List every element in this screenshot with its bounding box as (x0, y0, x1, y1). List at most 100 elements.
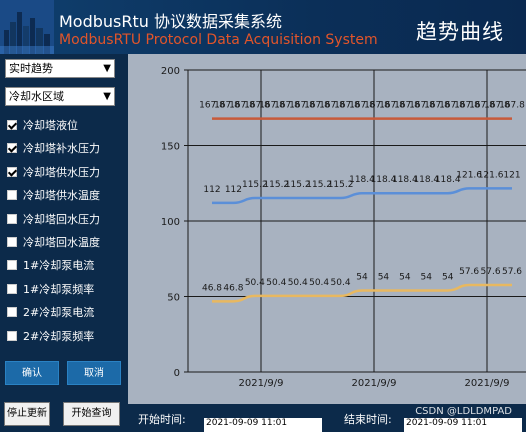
data-label: 118.4 (392, 175, 418, 185)
watermark: CSDN @LDLDMPAD (415, 406, 512, 417)
data-label: 167.8 (499, 101, 525, 111)
checkbox[interactable] (7, 237, 17, 247)
trend-chart: 0 50 100 150 200 2021/9/9 2021/9/9 2021/9/9 167.… (128, 54, 526, 404)
data-label: 118.4 (435, 175, 461, 185)
data-label: 54 (421, 272, 433, 282)
chevron-down-icon: ▼ (103, 63, 111, 74)
end-time-input[interactable]: 2021-09-09 11:01 (404, 418, 522, 432)
data-label: 115.2 (285, 180, 311, 190)
checkbox-label: 1#冷却泵电流 (23, 259, 95, 273)
checkbox[interactable] (7, 166, 17, 177)
checkbox[interactable] (7, 260, 17, 271)
checkbox-row[interactable]: 冷却塔液位 (7, 116, 78, 134)
checkbox-label: 2#冷却泵频率 (23, 329, 95, 343)
data-label: 167.8 (199, 101, 225, 111)
data-label: 54 (442, 272, 454, 282)
checkbox[interactable] (7, 283, 17, 294)
data-label: 50.4 (266, 278, 286, 288)
confirm-button[interactable]: 确认 (5, 361, 59, 385)
data-label: 167.8 (214, 101, 240, 111)
city-skyline-icon (0, 0, 54, 54)
checkbox-label: 冷却塔补水压力 (23, 142, 100, 156)
checkbox-label: 冷却塔回水温度 (23, 236, 100, 249)
data-label: 115.2 (306, 180, 332, 190)
data-label: 167.8 (349, 101, 375, 111)
checkbox-row[interactable]: 1#冷却泵频率 (7, 280, 94, 298)
checkbox-row[interactable]: 冷却塔回水压力 (7, 210, 100, 228)
data-label: 54 (378, 272, 390, 282)
data-label: 57.6 (459, 267, 479, 277)
data-label: 118.4 (349, 175, 375, 185)
y-tick-label: 0 (174, 368, 180, 379)
checkbox-label: 冷却塔供水温度 (23, 189, 100, 203)
checkbox-label: 冷却塔回水压力 (23, 212, 100, 226)
logo-image (0, 0, 54, 54)
data-label: 57.6 (481, 267, 501, 277)
end-time-label: 结束时间: (344, 413, 392, 426)
sidebar: 实时趋势 ▼ 冷却水区域 ▼ 冷却塔液位冷却塔补水压力 冷却塔供水压力 冷却塔供水温… (0, 54, 128, 426)
trend-mode-select[interactable]: 实时趋势 ▼ (5, 59, 115, 78)
checkbox-label: 冷却塔液位 (23, 119, 78, 132)
data-label: 46.8 (223, 283, 243, 293)
x-tick-label: 2021/9/9 (239, 378, 284, 389)
series-line (212, 187, 512, 205)
data-label: 121 (503, 170, 520, 180)
cancel-button[interactable]: 取消 (67, 361, 121, 385)
checkbox-row[interactable]: 冷却塔补水压力 (7, 139, 100, 157)
data-label: 50.4 (331, 278, 351, 288)
checkbox-row[interactable]: 2#冷却泵电流 (7, 303, 94, 321)
area-value: 冷却水区域 (9, 90, 64, 103)
checkbox-row[interactable]: 冷却塔回水温度 (7, 233, 100, 251)
data-label: 167.8 (289, 101, 315, 111)
page-title: 趋势曲线 (416, 20, 504, 44)
data-label: 167.8 (229, 101, 255, 111)
data-label: 167.8 (439, 101, 465, 111)
series-line (211, 283, 512, 303)
data-label: 112 (225, 185, 242, 195)
data-label: 57.6 (502, 267, 522, 277)
app-subtitle: ModbusRTU Protocol Data Acquisition Syst… (59, 32, 378, 48)
start-time-label: 开始时间: (138, 413, 186, 426)
stop-update-button[interactable]: 停止更新 (4, 402, 50, 426)
start-query-button[interactable]: 开始查询 (63, 402, 120, 426)
data-label: 54 (399, 272, 411, 282)
data-label: 50.4 (288, 278, 308, 288)
data-label: 167.8 (484, 101, 510, 111)
checkbox[interactable] (7, 307, 17, 318)
checkbox[interactable] (7, 143, 17, 154)
x-tick-label: 2021/9/9 (352, 378, 397, 389)
trend-chart-svg: 0 50 100 150 200 2021/9/9 2021/9/9 2021/9/9 167.… (161, 66, 526, 389)
checkbox-row[interactable]: 1#冷却泵电流 (7, 256, 94, 274)
data-label: 167.8 (364, 101, 390, 111)
y-tick-label: 150 (161, 142, 180, 153)
checkbox-row[interactable]: 2#冷却泵频率 (7, 327, 94, 345)
y-tick-label: 50 (167, 293, 180, 304)
checkbox[interactable] (7, 330, 17, 341)
data-label: 118.4 (371, 175, 397, 185)
data-label: 54 (356, 272, 368, 282)
x-tick-label: 2021/9/9 (465, 378, 510, 389)
data-label: 115.2 (242, 180, 268, 190)
data-label: 167.8 (334, 101, 360, 111)
data-label: 167.8 (454, 101, 480, 111)
y-tick-label: 100 (161, 217, 180, 228)
data-label: 121.6 (456, 170, 482, 180)
checkbox[interactable] (7, 120, 17, 130)
area-select[interactable]: 冷却水区域 ▼ (5, 87, 115, 106)
data-label: 50.4 (245, 278, 265, 288)
trend-mode-value: 实时趋势 (9, 62, 53, 75)
checkbox[interactable] (7, 213, 17, 224)
data-label: 167.8 (319, 101, 345, 111)
checkbox-row[interactable]: 冷却塔供水温度 (7, 186, 100, 204)
checkbox-label: 冷却塔供水压力 (23, 165, 100, 179)
data-label: 167.8 (394, 101, 420, 111)
data-label: 167.8 (259, 101, 285, 111)
start-time-input[interactable]: 2021-09-09 11:01 (204, 418, 322, 432)
data-label: 167.8 (379, 101, 405, 111)
checkbox[interactable] (7, 190, 17, 201)
data-label: 50.4 (309, 278, 329, 288)
app-title: ModbusRtu 协议数据采集系统 (59, 12, 283, 31)
data-label: 167.8 (244, 101, 270, 111)
data-label: 115.2 (263, 180, 289, 190)
checkbox-row[interactable]: 冷却塔供水压力 (7, 163, 100, 181)
